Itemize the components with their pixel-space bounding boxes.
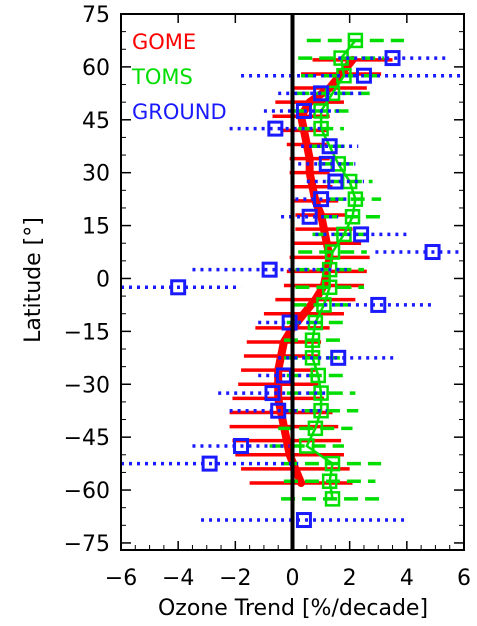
toms-marker: [347, 191, 364, 207]
ground-marker: [233, 437, 250, 454]
y-tick-label: 75: [82, 3, 110, 28]
toms-marker: [336, 226, 352, 243]
toms-marker: [324, 244, 341, 260]
toms-marker: [321, 279, 338, 296]
ground-marker: [261, 261, 278, 278]
ground-marker: [330, 349, 347, 366]
legend: GOME TOMS GROUND: [131, 30, 227, 124]
ground-marker: [318, 155, 335, 172]
toms-marker: [304, 332, 321, 348]
x-tick-label: −2: [219, 566, 251, 591]
y-tick-label: 30: [82, 162, 110, 187]
toms-marker: [307, 420, 324, 437]
ground-marker: [281, 314, 298, 331]
plot-marks: [121, 32, 464, 529]
ground-marker: [295, 102, 312, 119]
toms-marker: [324, 85, 341, 102]
y-tick-label: −30: [64, 373, 110, 398]
x-tick-label: 4: [400, 566, 414, 591]
y-axis-label: Latitude [°]: [21, 217, 46, 343]
x-axis-label: Ozone Trend [%/decade]: [158, 596, 428, 621]
x-tick-label: 0: [286, 566, 300, 591]
ground-marker: [424, 244, 441, 261]
legend-entry-toms: TOMS: [131, 65, 193, 89]
ground-marker: [313, 85, 330, 102]
ground-marker: [170, 279, 187, 296]
y-tick-label: 60: [82, 56, 110, 81]
x-tick-label: 6: [457, 566, 471, 591]
y-tick-label: −45: [64, 426, 110, 451]
ground-marker: [267, 120, 284, 137]
ground-marker: [370, 296, 387, 313]
legend-entry-ground: GROUND: [132, 100, 227, 124]
gome-line: [274, 55, 357, 487]
x-axis: −6 −4 −2 0 2 4 6: [105, 14, 471, 591]
x-tick-label: −6: [105, 566, 137, 591]
toms-marker: [321, 473, 338, 489]
toms-marker: [313, 402, 329, 419]
toms-marker: [347, 32, 364, 49]
toms-marker: [324, 491, 341, 507]
y-tick-label: −15: [64, 320, 110, 345]
ground-marker: [327, 173, 344, 190]
toms-marker: [324, 455, 341, 472]
ground-marker: [313, 191, 330, 208]
y-tick-label: −60: [64, 479, 110, 504]
ground-marker: [201, 455, 218, 472]
legend-entry-gome: GOME: [132, 30, 196, 54]
toms-marker: [299, 438, 315, 454]
y-tick-label: 45: [82, 109, 110, 134]
ground-marker: [321, 138, 338, 155]
ground-marker: [275, 367, 292, 384]
y-axis: 75 60 45 30 15 0 −15 −30 −45 −60 −75: [64, 3, 464, 557]
x-tick-label: 2: [343, 566, 357, 591]
ground-marker: [301, 208, 318, 225]
y-tick-label: 0: [96, 267, 110, 292]
ground-marker: [264, 385, 281, 402]
toms-marker: [310, 367, 326, 384]
ground-marker: [384, 50, 401, 67]
ground-marker: [295, 512, 312, 529]
toms-marker: [344, 209, 361, 225]
ground-marker: [353, 226, 370, 243]
y-tick-label: −75: [64, 532, 110, 557]
ground-marker: [270, 402, 287, 419]
toms-marker: [313, 120, 329, 137]
ground-marker: [355, 67, 372, 84]
x-tick-label: −4: [162, 566, 194, 591]
toms-marker: [316, 297, 332, 313]
y-tick-label: 15: [82, 215, 110, 240]
